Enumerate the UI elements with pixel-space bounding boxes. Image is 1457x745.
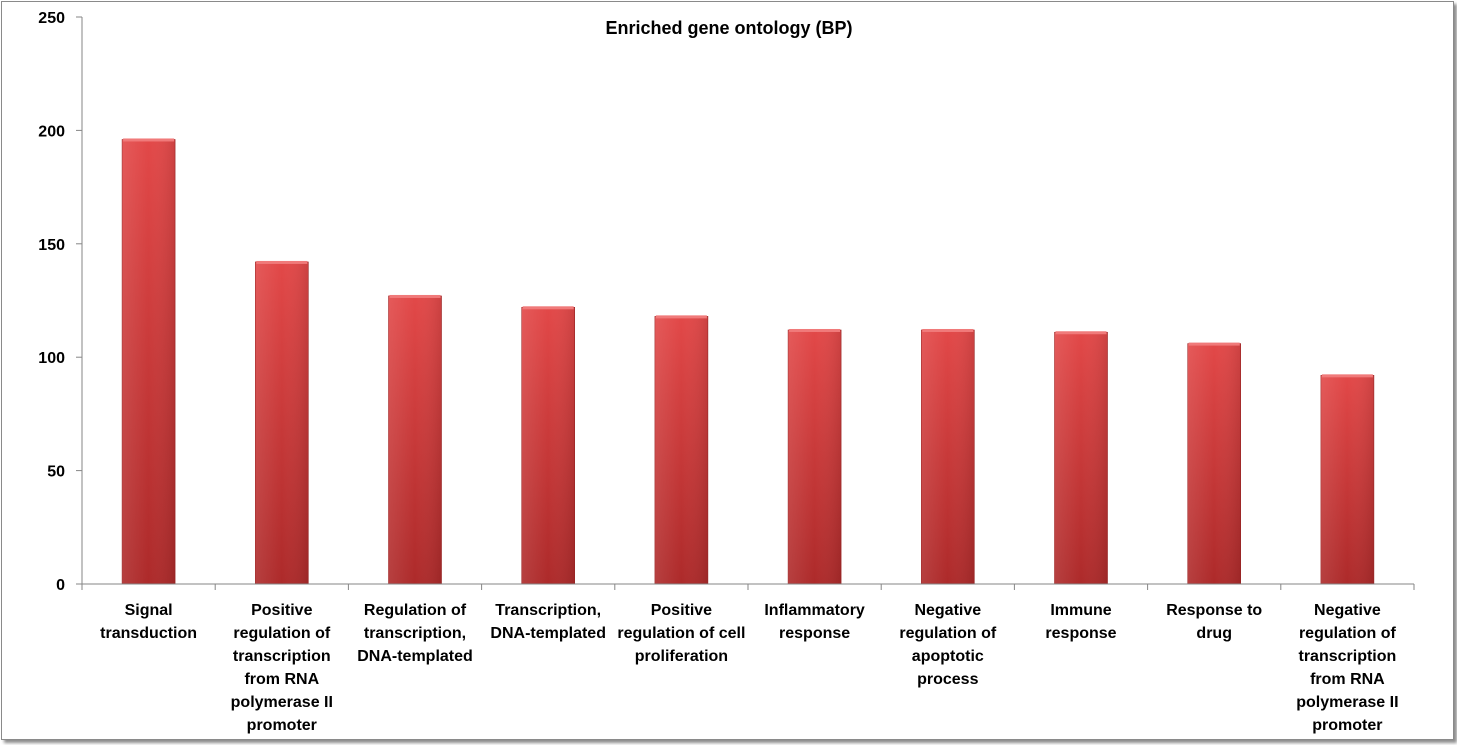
bar-shine [388,295,442,584]
bar-shine [654,316,708,584]
x-category-label: Negative regulation of apoptotic process [899,602,997,688]
x-category-label-line: regulation of [1299,625,1397,642]
bar-shine [1054,332,1108,584]
x-category-label-line: apoptotic [912,648,984,665]
x-category-label-line: Inflammatory [764,602,865,619]
x-category-label-line: Signal [125,602,173,619]
x-category-label: Inflammatory response [764,602,865,642]
x-category-label-line: Negative [1314,602,1381,619]
bar [787,328,842,585]
x-category-label-line: from RNA [244,671,319,688]
bar-shine [1187,343,1241,584]
x-category-label-line: DNA-templated [357,648,473,665]
bar-top-highlight [655,315,707,319]
y-tick-label: 200 [38,123,65,140]
y-tick-label: 100 [38,350,65,367]
x-category-label-line: regulation of [899,625,997,642]
y-tick-label: 250 [38,10,65,27]
x-category-label: Response to drug [1166,602,1262,642]
x-category-label-line: promoter [1312,717,1382,734]
bar-shine [521,307,575,584]
y-tick-label: 150 [38,237,65,254]
bar [388,294,442,585]
x-category-label-line: polymerase II [231,694,333,711]
bar-shine [921,329,975,584]
x-category-label-line: response [779,625,850,642]
x-category-label-line: response [1045,625,1116,642]
x-category-label-line: polymerase II [1296,694,1398,711]
x-category-label: Transcription, DNA-templated [490,602,606,642]
x-category-label: Positive regulation of cell proliferation [617,602,745,665]
x-category-label-line: regulation of [233,625,331,642]
bar-top-highlight [1188,342,1240,346]
bar-top-highlight [789,328,841,332]
x-category-label-line: Negative [914,602,981,619]
bar [654,315,709,585]
x-category-label: Immune response [1045,602,1116,642]
x-category-label-line: regulation of cell [617,625,745,642]
x-category-label-line: proliferation [635,648,728,665]
bar [255,260,309,585]
x-category-label-line: Immune [1050,602,1111,619]
bar [1320,374,1375,585]
x-category-label-line: promoter [247,717,317,734]
bar [121,138,176,585]
bar-top-highlight [256,260,308,264]
bar-top-highlight [389,294,441,298]
y-tick-label: 50 [47,464,65,481]
x-category-label-line: Positive [251,602,312,619]
bar-top-highlight [1055,331,1107,335]
x-category-label-line: drug [1196,625,1232,642]
bar-top-highlight [522,306,574,310]
x-category-label: Positive regulation of transcription from R… [231,602,333,734]
bar-shine [255,261,309,584]
x-category-label-line: Regulation of [364,602,467,619]
bar-shine [122,139,176,585]
x-category-label-line: from RNA [1310,671,1385,688]
x-category-label: Signal transduction [100,602,197,642]
bars-group [121,138,1375,585]
bar-top-highlight [922,328,974,332]
x-category-label-line: transcription [1299,648,1397,665]
bar-shine [788,329,842,584]
x-category-label-line: transduction [100,625,197,642]
x-category-label-line: process [917,671,978,688]
bar [1054,331,1108,585]
bar [1187,342,1241,585]
bar [920,328,975,585]
y-axis: 0 50 100 150 200 250 [38,10,83,594]
bar-top-highlight [1321,374,1373,378]
bar [521,306,576,585]
x-axis: Signal transduction Positive regulation of t… [81,583,1415,734]
bar-shine [1320,375,1374,584]
x-category-label: Negative regulation of transcription from R… [1296,602,1398,734]
x-category-label: Regulation of transcription, DNA-templated [357,602,473,665]
bar-top-highlight [123,138,175,142]
chart-title: Enriched gene ontology (BP) [605,18,852,38]
x-category-label-line: DNA-templated [490,625,606,642]
x-category-label-line: transcription, [364,625,466,642]
x-category-label-line: transcription [233,648,331,665]
x-category-label-line: Positive [651,602,712,619]
x-category-label-line: Response to [1166,602,1262,619]
y-tick-label: 0 [56,577,65,594]
x-category-label-line: Transcription, [495,602,601,619]
